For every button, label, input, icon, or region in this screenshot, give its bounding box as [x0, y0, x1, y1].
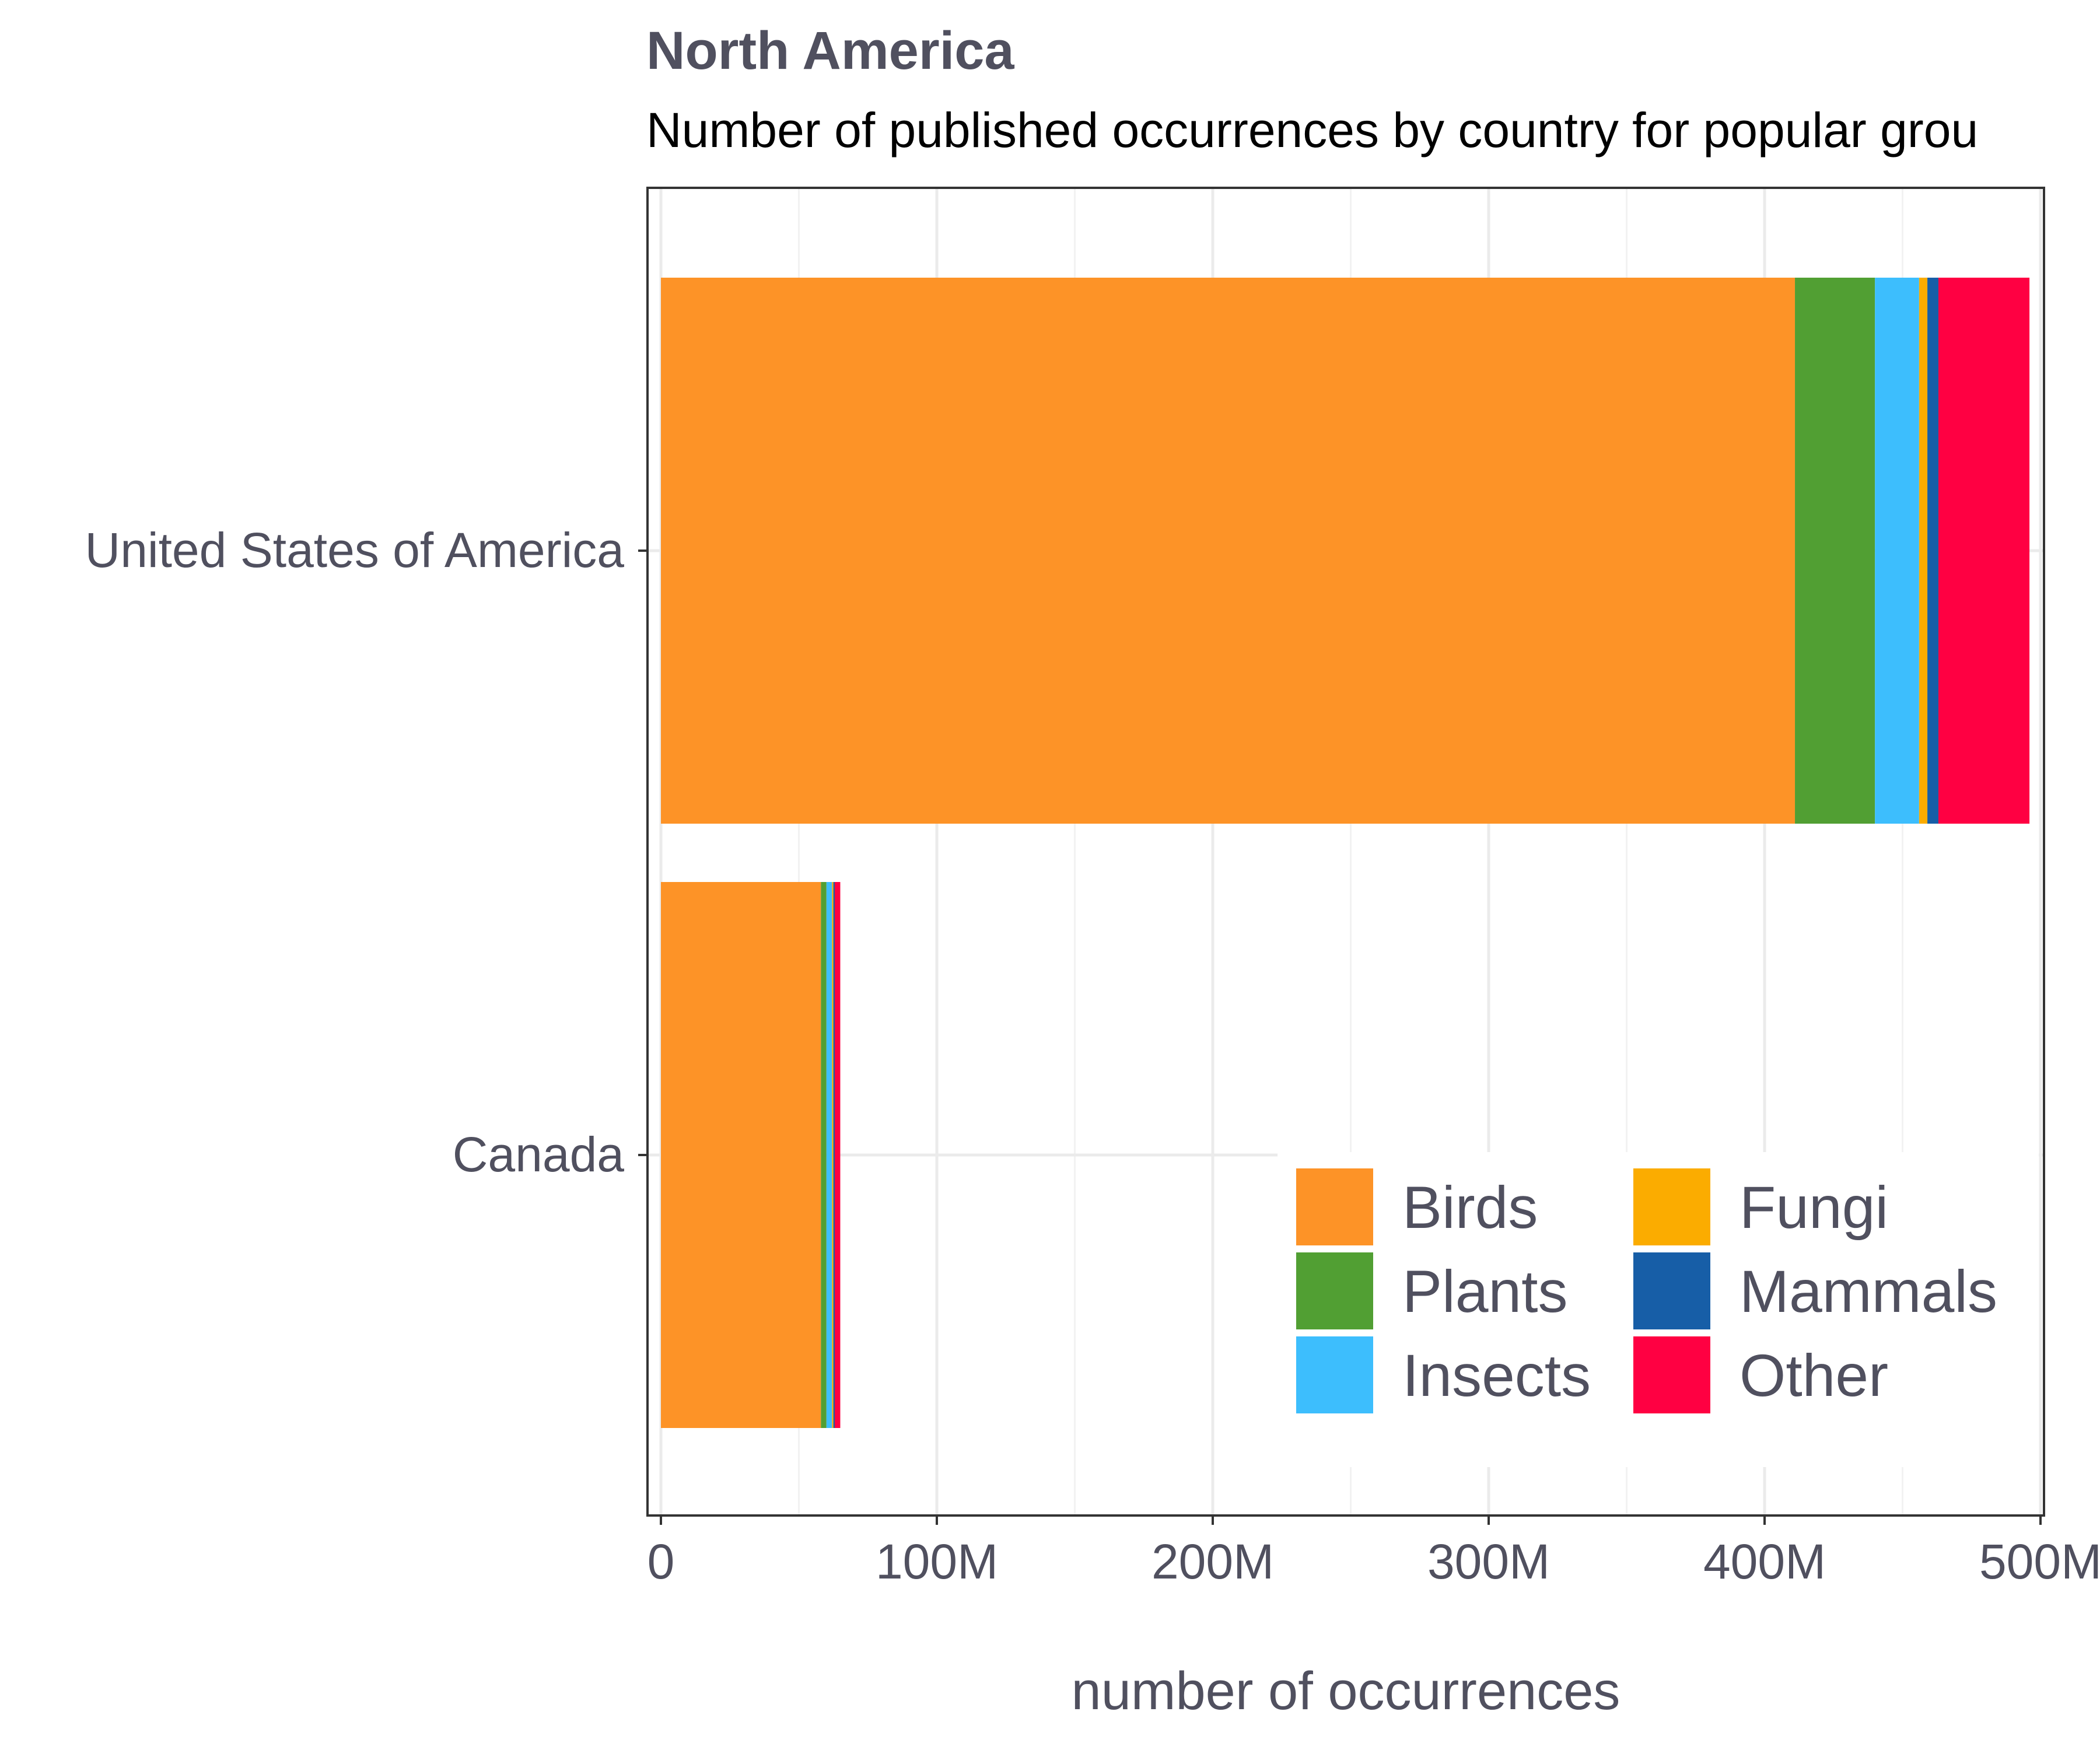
- chart-title: North America: [646, 21, 1014, 80]
- legend-key-birds: [1296, 1168, 1373, 1245]
- legend-key-insects: [1296, 1336, 1373, 1413]
- x-tick-label: 400M: [1703, 1534, 1826, 1589]
- legend-key-plants: [1296, 1252, 1373, 1329]
- y-tick-label: United States of America: [85, 523, 625, 578]
- x-tick-label: 200M: [1152, 1534, 1274, 1589]
- y-axis: United States of America Canada: [85, 523, 648, 1182]
- y-tick-label: Canada: [453, 1127, 625, 1182]
- bar-birds-canada: [661, 882, 821, 1428]
- legend-key-mammals: [1633, 1252, 1710, 1329]
- legend-label-plants: Plants: [1402, 1258, 1568, 1325]
- bar-mammals-canada: [833, 882, 835, 1428]
- x-tick-label: 0: [648, 1534, 675, 1589]
- bar-mammals-united-states-of-america: [1927, 278, 1938, 824]
- legend-label-birds: Birds: [1402, 1174, 1538, 1241]
- bar-fungi-canada: [832, 882, 834, 1428]
- bar-insects-united-states-of-america: [1875, 278, 1919, 824]
- x-tick-label: 500M: [1979, 1534, 2100, 1589]
- plot-panel-border: [646, 187, 2045, 1517]
- bar-plants-canada: [821, 882, 827, 1428]
- bar-other-canada: [834, 882, 841, 1428]
- x-axis-title: number of occurrences: [1072, 1661, 1620, 1721]
- x-axis: 0 100M 200M 300M 400M 500M: [648, 1516, 2100, 1589]
- legend-label-other: Other: [1740, 1342, 1888, 1409]
- bar-other-united-states-of-america: [1938, 278, 2030, 824]
- legend-label-fungi: Fungi: [1740, 1174, 1888, 1241]
- bar-plants-united-states-of-america: [1795, 278, 1875, 824]
- bars: [661, 278, 2030, 1428]
- bar-birds-united-states-of-america: [661, 278, 1796, 824]
- bar-fungi-united-states-of-america: [1919, 278, 1928, 824]
- chart-subtitle: Number of published occurrences by count…: [646, 103, 1978, 158]
- legend-label-insects: Insects: [1402, 1342, 1591, 1409]
- legend: Birds Plants Insects Fungi Mammals Other: [1278, 1152, 2039, 1467]
- x-tick-label: 300M: [1427, 1534, 1550, 1589]
- x-tick-label: 100M: [876, 1534, 998, 1589]
- legend-label-mammals: Mammals: [1740, 1258, 1997, 1325]
- legend-key-other: [1633, 1336, 1710, 1413]
- legend-key-fungi: [1633, 1168, 1710, 1245]
- bar-insects-canada: [826, 882, 832, 1428]
